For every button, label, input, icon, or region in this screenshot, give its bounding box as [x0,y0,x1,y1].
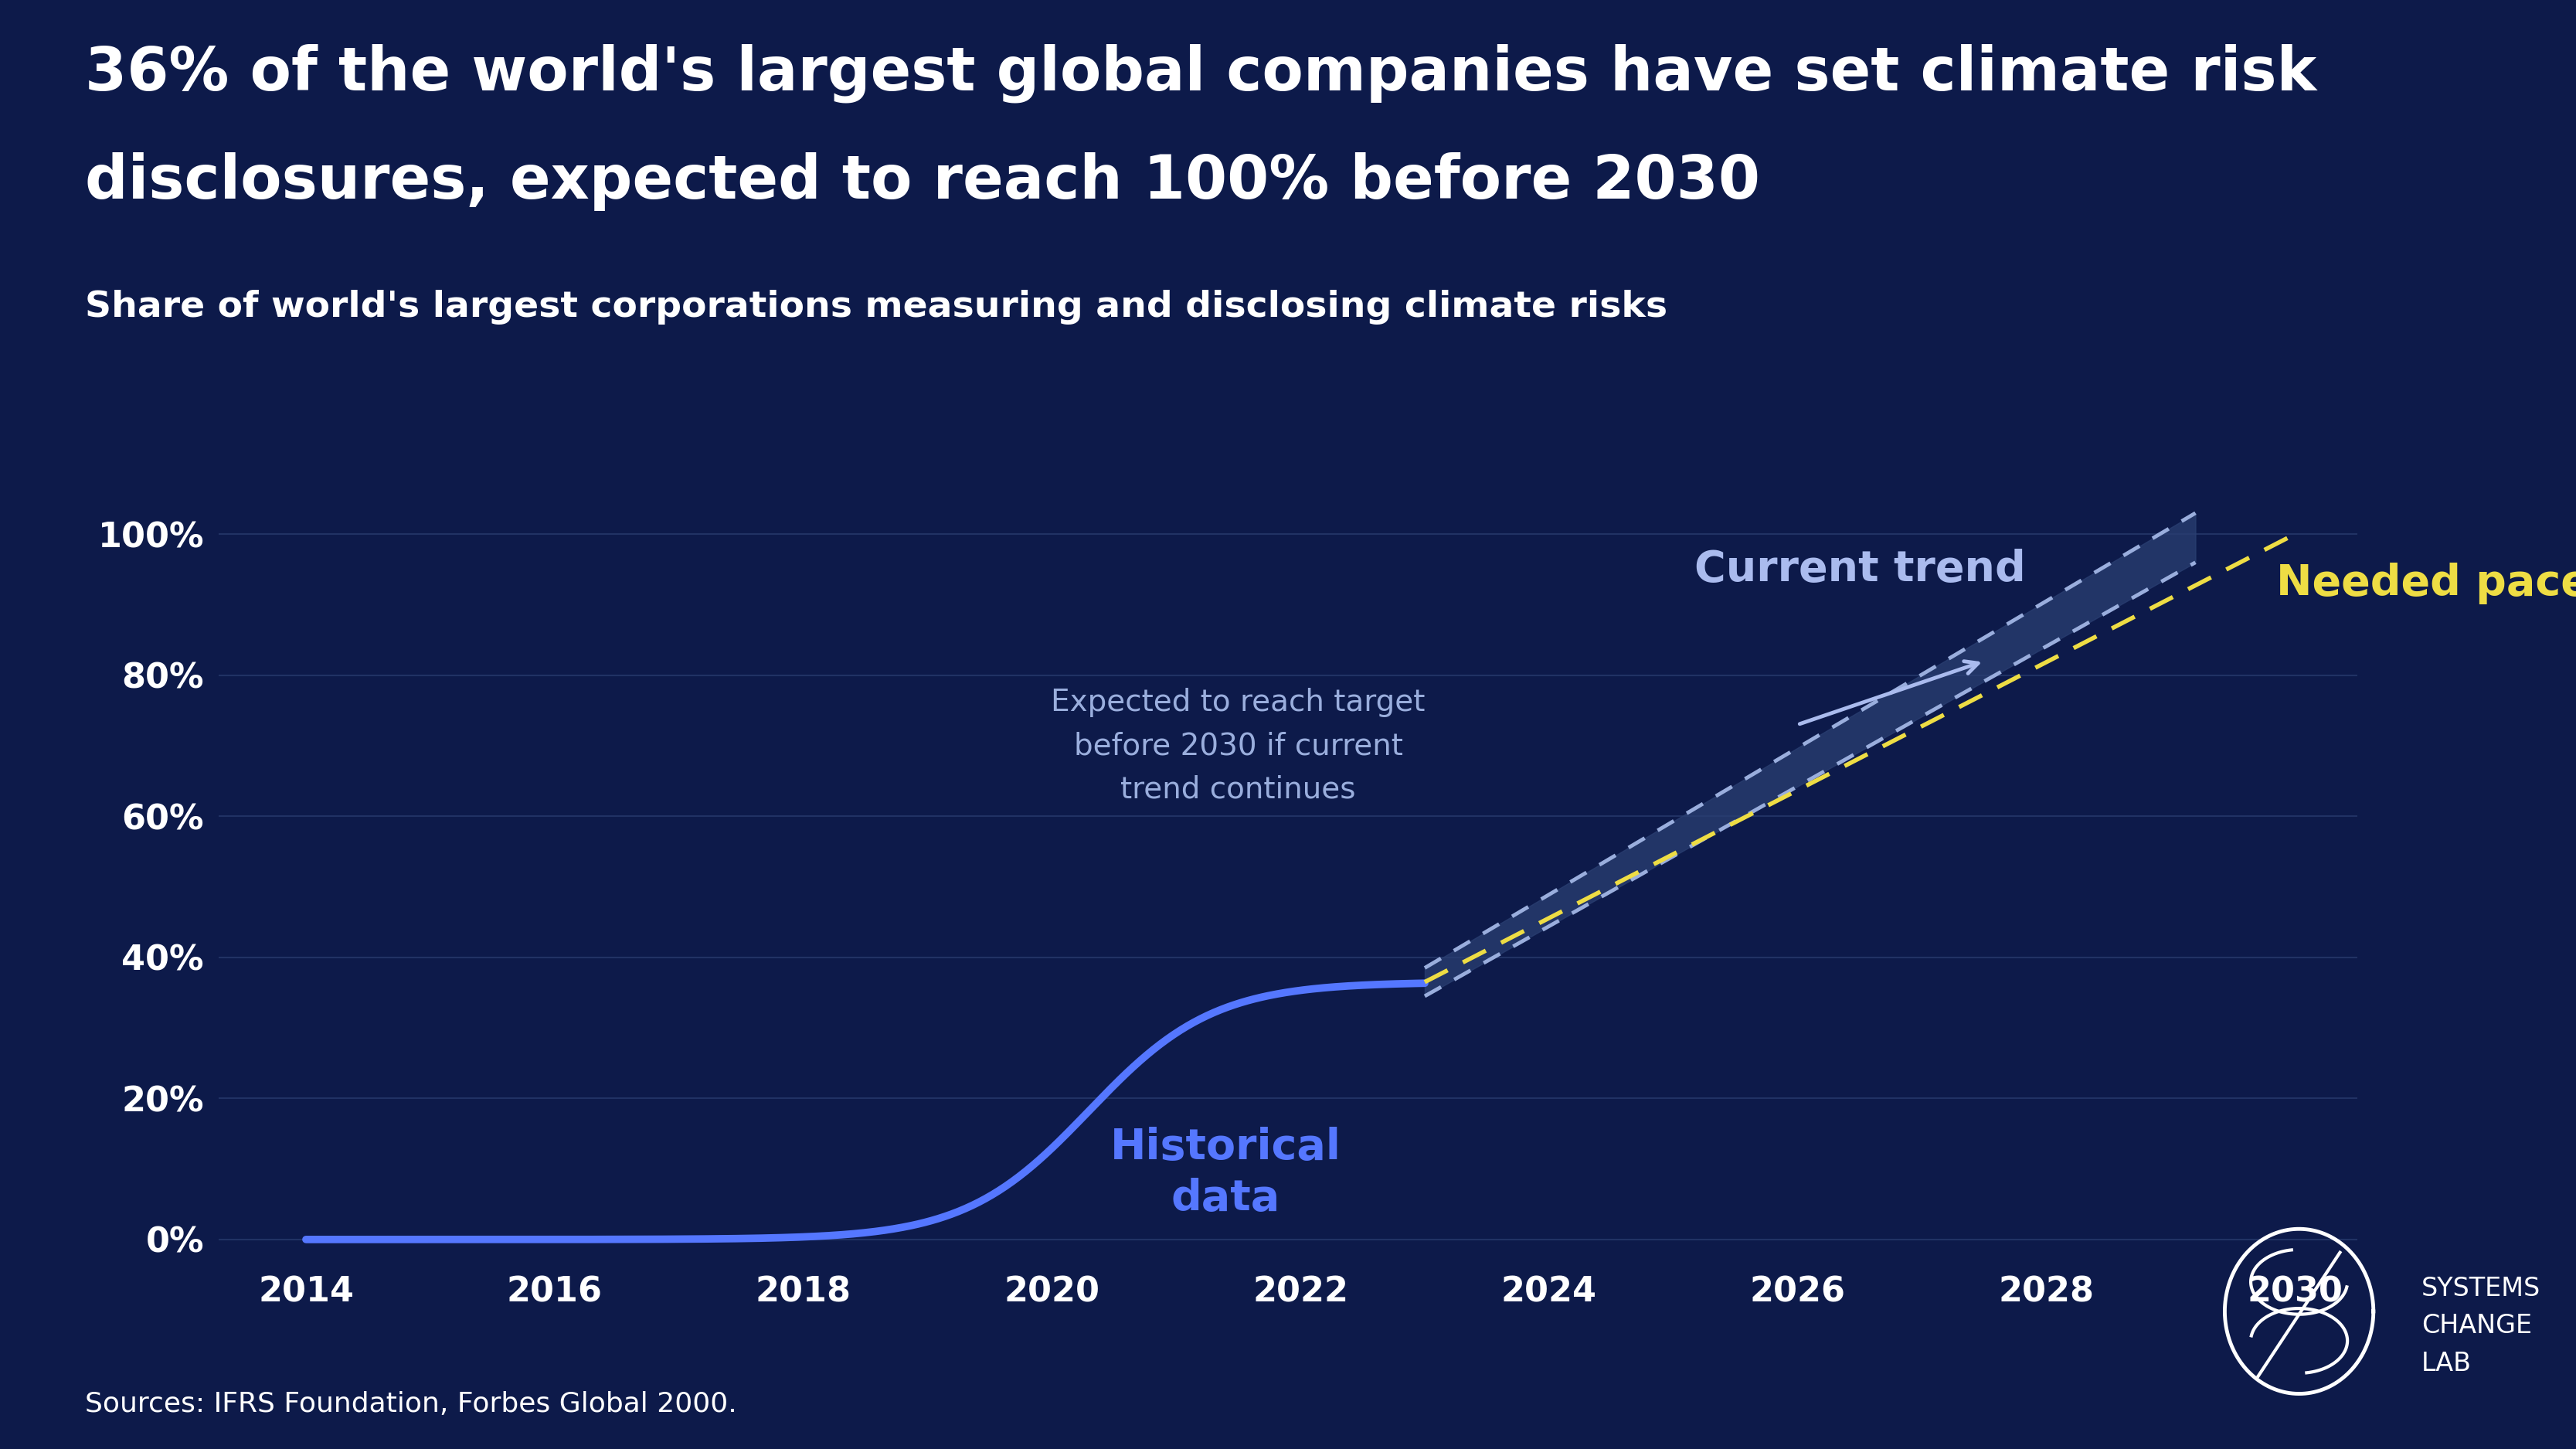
Text: Share of world's largest corporations measuring and disclosing climate risks: Share of world's largest corporations me… [85,290,1667,325]
Text: disclosures, expected to reach 100% before 2030: disclosures, expected to reach 100% befo… [85,152,1759,212]
Text: Sources: IFRS Foundation, Forbes Global 2000.: Sources: IFRS Foundation, Forbes Global … [85,1391,737,1417]
Text: Historical
data: Historical data [1110,1127,1342,1220]
Text: 36% of the world's largest global companies have set climate risk: 36% of the world's largest global compan… [85,43,2316,103]
Text: Current trend: Current trend [1695,549,2025,590]
Text: SYSTEMS
CHANGE
LAB: SYSTEMS CHANGE LAB [2421,1275,2540,1377]
Text: Expected to reach target
before 2030 if current
trend continues: Expected to reach target before 2030 if … [1051,688,1425,804]
Text: Needed pace: Needed pace [2277,562,2576,604]
